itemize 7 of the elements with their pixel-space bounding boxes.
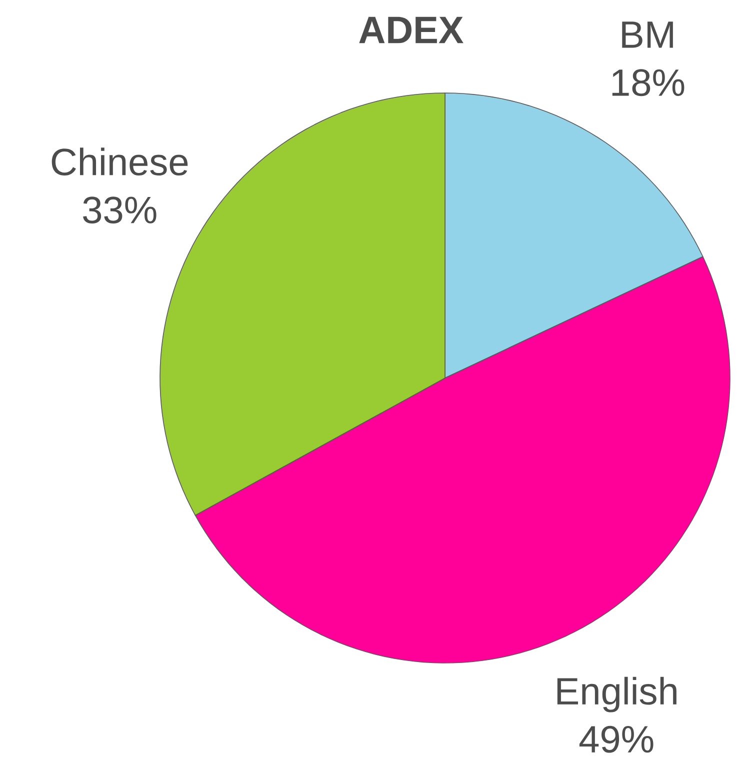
slice-label: BM — [622, 22, 673, 48]
slice-label: Chinese — [52, 148, 188, 176]
data-label: 18% — [612, 69, 684, 96]
data-label: 49% — [579, 726, 654, 753]
data-label: 33% — [83, 196, 156, 224]
slice-label: English — [557, 676, 676, 712]
chart-title: ADEX — [359, 16, 464, 44]
